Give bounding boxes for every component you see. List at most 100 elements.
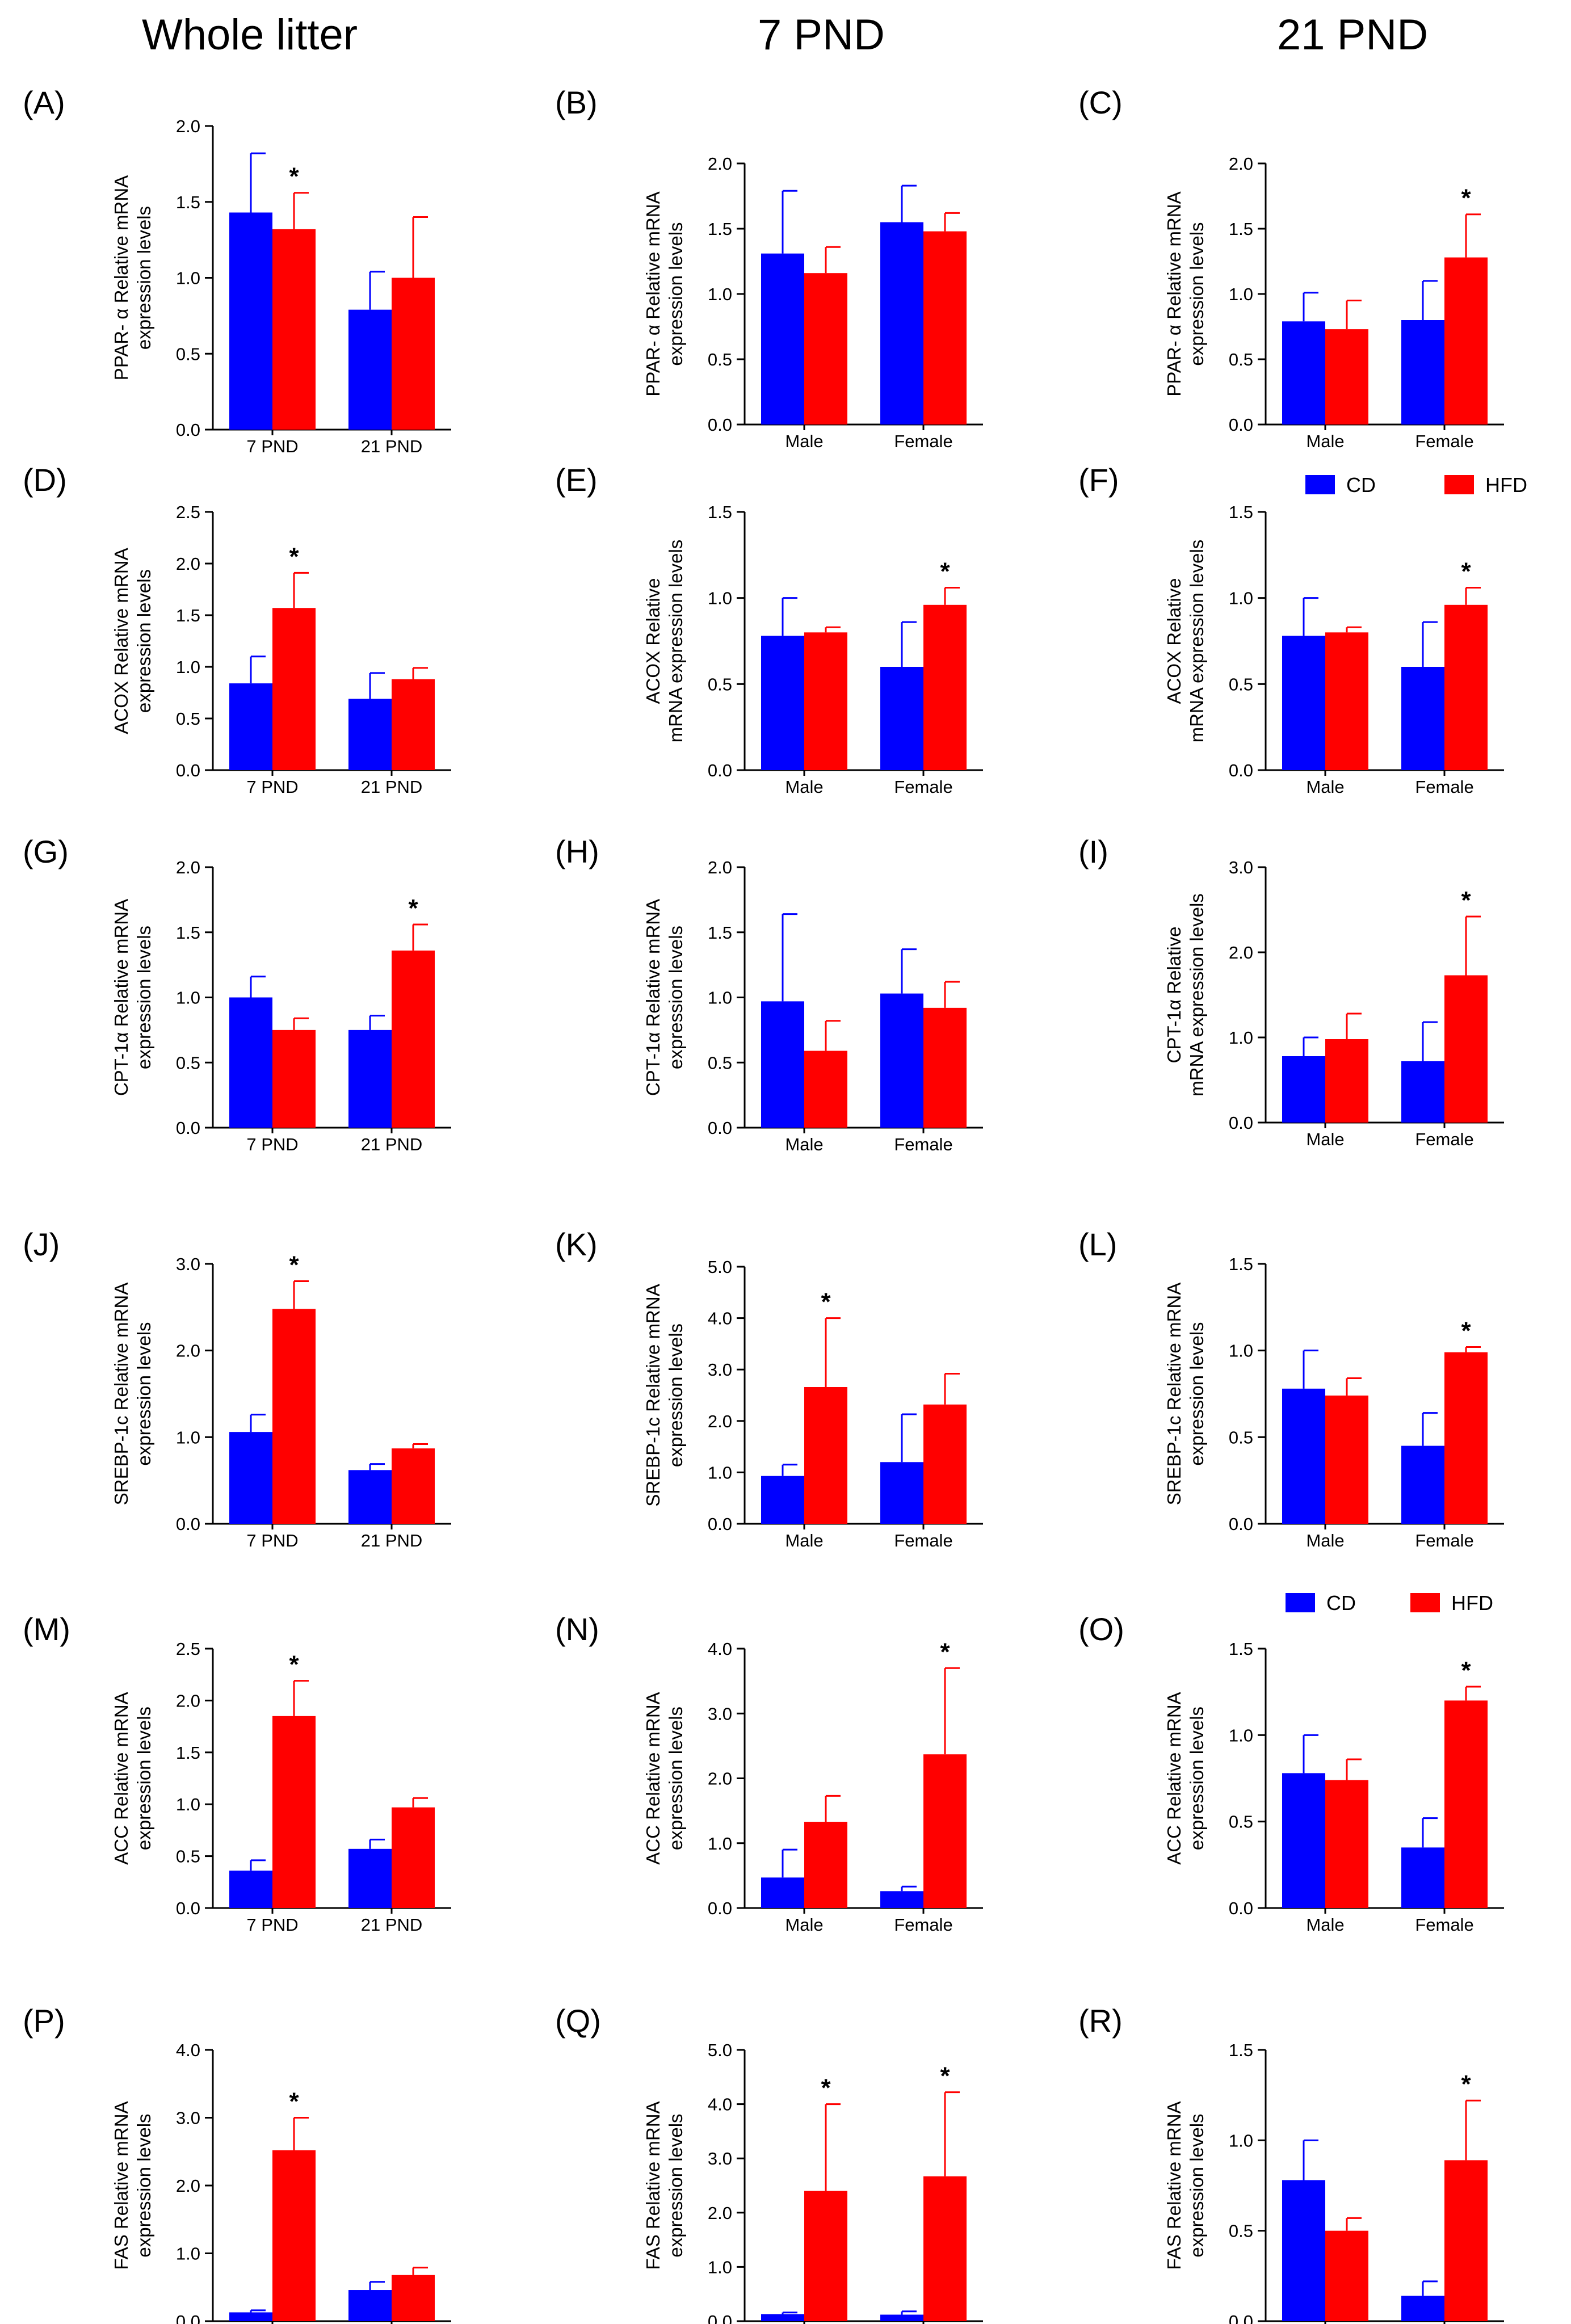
significance-marker-o: * xyxy=(1461,1657,1471,1684)
bar-f-hfd-male xyxy=(1325,632,1368,770)
y-tick-label-o: 1.0 xyxy=(1229,1725,1253,1745)
y-tick-label-r: 0.0 xyxy=(1229,2312,1253,2324)
legend-label-cd: CD xyxy=(1346,473,1376,497)
y-tick-label-a: 1.0 xyxy=(176,268,200,288)
bar-g-hfd-7-pnd xyxy=(272,1029,316,1128)
x-tick-label-b: Male xyxy=(785,431,823,451)
y-tick-label-g: 1.0 xyxy=(176,988,200,1008)
bar-p-hfd-21-pnd xyxy=(392,2275,435,2321)
bar-r-cd-male xyxy=(1282,2180,1325,2321)
y-axis-label-j: expression levels xyxy=(133,1322,154,1465)
x-tick-label-j: 7 PND xyxy=(246,1531,298,1550)
bar-o-hfd-female xyxy=(1444,1700,1488,1908)
x-tick-label-m: 7 PND xyxy=(246,1915,298,1935)
x-tick-label-n: Female xyxy=(894,1915,952,1935)
y-tick-label-e: 0.0 xyxy=(708,760,732,780)
y-tick-label-l: 0.5 xyxy=(1229,1427,1253,1447)
y-tick-label-e: 0.5 xyxy=(708,674,732,694)
bar-n-hfd-female xyxy=(923,1754,967,1908)
column-title-whole-litter: Whole litter xyxy=(142,11,358,59)
significance-marker-j: * xyxy=(289,1251,299,1279)
y-axis-label-a: PPAR- α Relative mRNA xyxy=(111,175,132,380)
panel-label-a: (A) xyxy=(23,85,65,120)
panel-label-j: (J) xyxy=(23,1226,60,1262)
bar-j-hfd-21-pnd xyxy=(392,1448,435,1524)
bar-k-cd-male xyxy=(761,1476,804,1524)
y-tick-label-l: 1.5 xyxy=(1229,1254,1253,1274)
bar-r-hfd-male xyxy=(1325,2230,1368,2321)
y-tick-label-d: 0.0 xyxy=(176,760,200,780)
y-tick-label-b: 2.0 xyxy=(708,154,732,174)
y-axis-label-k: SREBP-1c Relative mRNA xyxy=(642,1284,663,1506)
y-axis-label-k: expression levels xyxy=(665,1323,686,1467)
y-tick-label-j: 0.0 xyxy=(176,1514,200,1534)
y-axis-label-q: FAS Relative mRNA xyxy=(642,2101,663,2270)
x-tick-label-c: Male xyxy=(1306,431,1344,451)
legend-label-hfd: HFD xyxy=(1451,1591,1493,1615)
panel-label-b: (B) xyxy=(555,85,598,120)
significance-marker-g: * xyxy=(408,894,418,922)
y-tick-label-m: 1.0 xyxy=(176,1795,200,1814)
bar-m-cd-7-pnd xyxy=(229,1871,272,1908)
panel-label-l: (L) xyxy=(1078,1226,1117,1262)
panel-label-h: (H) xyxy=(555,834,599,869)
x-tick-label-a: 21 PND xyxy=(361,436,423,456)
bar-m-cd-21-pnd xyxy=(348,1848,392,1908)
y-tick-label-n: 0.0 xyxy=(708,1898,732,1918)
bar-j-cd-7-pnd xyxy=(229,1432,272,1524)
significance-marker-a: * xyxy=(289,163,299,191)
y-tick-label-j: 2.0 xyxy=(176,1341,200,1361)
y-tick-label-j: 1.0 xyxy=(176,1427,200,1447)
panel-label-n: (N) xyxy=(555,1611,599,1647)
y-tick-label-k: 4.0 xyxy=(708,1309,732,1329)
bar-c-hfd-male xyxy=(1325,329,1368,425)
bar-r-hfd-female xyxy=(1444,2160,1488,2321)
y-tick-label-c: 0.0 xyxy=(1229,415,1253,435)
y-tick-label-h: 0.5 xyxy=(708,1053,732,1073)
bar-d-hfd-21-pnd xyxy=(392,679,435,770)
legend-label-hfd: HFD xyxy=(1485,473,1527,497)
y-axis-label-m: ACC Relative mRNA xyxy=(111,1692,132,1864)
bar-a-cd-21-pnd xyxy=(348,309,392,430)
y-tick-label-f: 0.5 xyxy=(1229,674,1253,694)
significance-marker-p: * xyxy=(289,2088,299,2116)
bar-c-cd-female xyxy=(1401,320,1444,425)
bar-h-hfd-male xyxy=(804,1050,847,1128)
y-tick-label-m: 1.5 xyxy=(176,1743,200,1763)
x-tick-label-c: Female xyxy=(1415,431,1473,451)
bar-r-cd-female xyxy=(1401,2296,1444,2321)
y-tick-label-b: 0.0 xyxy=(708,415,732,435)
bar-q-hfd-female xyxy=(923,2176,967,2321)
panel-label-r: (R) xyxy=(1078,2003,1123,2039)
y-axis-label-l: SREBP-1c Relative mRNA xyxy=(1163,1283,1184,1505)
bar-p-hfd-7-pnd xyxy=(272,2150,316,2321)
x-tick-label-g: 21 PND xyxy=(361,1134,423,1154)
legend-swatch-hfd xyxy=(1410,1593,1440,1612)
y-tick-label-o: 1.5 xyxy=(1229,1639,1253,1659)
significance-marker-r: * xyxy=(1461,2070,1471,2098)
bar-f-hfd-female xyxy=(1444,604,1488,770)
legend-label-cd: CD xyxy=(1326,1591,1356,1615)
y-axis-label-q: expression levels xyxy=(665,2113,686,2257)
y-tick-label-a: 1.5 xyxy=(176,192,200,212)
y-tick-label-d: 2.5 xyxy=(176,502,200,522)
y-axis-label-n: ACC Relative mRNA xyxy=(642,1692,663,1864)
y-tick-label-k: 0.0 xyxy=(708,1514,732,1534)
y-tick-label-m: 0.5 xyxy=(176,1847,200,1867)
significance-marker-f: * xyxy=(1461,557,1471,585)
bar-e-cd-female xyxy=(880,667,923,770)
bar-g-cd-21-pnd xyxy=(348,1029,392,1128)
y-tick-label-g: 0.5 xyxy=(176,1053,200,1073)
x-tick-label-n: Male xyxy=(785,1915,823,1935)
y-axis-label-a: expression levels xyxy=(133,206,154,350)
x-tick-label-b: Female xyxy=(894,431,952,451)
x-tick-label-f: Male xyxy=(1306,777,1344,797)
x-tick-label-l: Male xyxy=(1306,1531,1344,1550)
bar-d-cd-7-pnd xyxy=(229,683,272,770)
panel-label-i: (I) xyxy=(1078,834,1108,869)
panel-label-k: (K) xyxy=(555,1226,598,1262)
y-tick-label-d: 1.5 xyxy=(176,606,200,625)
bar-p-cd-7-pnd xyxy=(229,2312,272,2321)
bar-i-hfd-male xyxy=(1325,1039,1368,1123)
